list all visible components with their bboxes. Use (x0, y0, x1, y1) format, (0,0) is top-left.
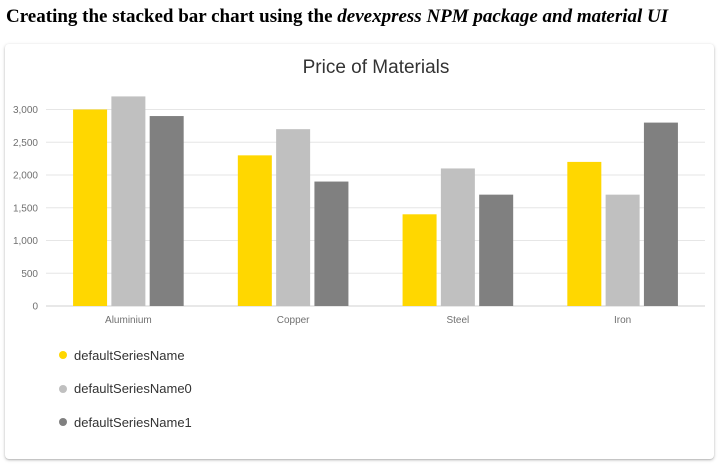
bar (440, 168, 475, 306)
bar (111, 96, 146, 307)
x-axis-ticks: Aluminium Copper Steel Iron (105, 315, 631, 326)
y-axis-ticks: 0 500 1,000 1,500 2,000 2,500 3,000 (13, 105, 38, 313)
y-tick-label: 2,000 (13, 171, 38, 182)
bar (479, 194, 514, 306)
legend-marker-icon (59, 351, 67, 359)
legend-label: defaultSeriesName (74, 347, 185, 363)
page-heading-emphasis: devexpress NPM package and material UI (337, 6, 669, 27)
chart-title: Price of Materials (303, 57, 450, 78)
bar (276, 129, 311, 306)
y-tick-label: 1,500 (13, 203, 38, 214)
y-tick-label: 2,500 (13, 138, 38, 149)
bar (73, 109, 108, 306)
chart-legend: defaultSeriesName defaultSeriesName0 defau… (59, 345, 192, 446)
y-tick-label: 0 (32, 302, 38, 313)
legend-item: defaultSeriesName (59, 345, 192, 365)
legend-marker-icon (59, 384, 67, 393)
legend-label: defaultSeriesName1 (74, 414, 192, 430)
bar-chart: Price of Materials 0 500 1,000 1,500 2,000 2,… (13, 57, 705, 326)
legend-marker-icon (59, 418, 67, 426)
page-heading-text: Creating the stacked bar chart using the (6, 6, 338, 27)
chart-card: Price of Materials 0 500 1,000 1,500 2,000 2,… (5, 44, 714, 459)
bars (73, 96, 678, 307)
legend-item: defaultSeriesName1 (59, 412, 192, 432)
x-tick-label: Steel (446, 315, 469, 326)
bar (567, 161, 602, 306)
y-tick-label: 1,000 (13, 236, 38, 247)
legend-item: defaultSeriesName0 (59, 379, 192, 399)
bar (605, 194, 640, 306)
bar (237, 155, 272, 306)
y-tick-label: 3,000 (13, 105, 38, 116)
x-tick-label: Copper (277, 315, 310, 326)
bar (643, 122, 678, 306)
bar (314, 181, 349, 306)
y-tick-label: 500 (21, 269, 38, 280)
legend-label: defaultSeriesName0 (74, 381, 192, 396)
x-tick-label: Aluminium (105, 315, 152, 326)
bar (402, 214, 437, 306)
page-heading: Creating the stacked bar chart using the… (6, 6, 668, 28)
x-tick-label: Iron (614, 315, 631, 326)
bar (149, 116, 184, 306)
